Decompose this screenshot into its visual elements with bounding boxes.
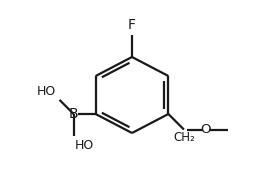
Text: F: F (128, 18, 136, 32)
Text: CH₂: CH₂ (173, 130, 195, 143)
Text: HO: HO (75, 139, 94, 152)
Text: B: B (69, 107, 78, 121)
Text: HO: HO (37, 85, 56, 98)
Text: O: O (201, 123, 211, 136)
